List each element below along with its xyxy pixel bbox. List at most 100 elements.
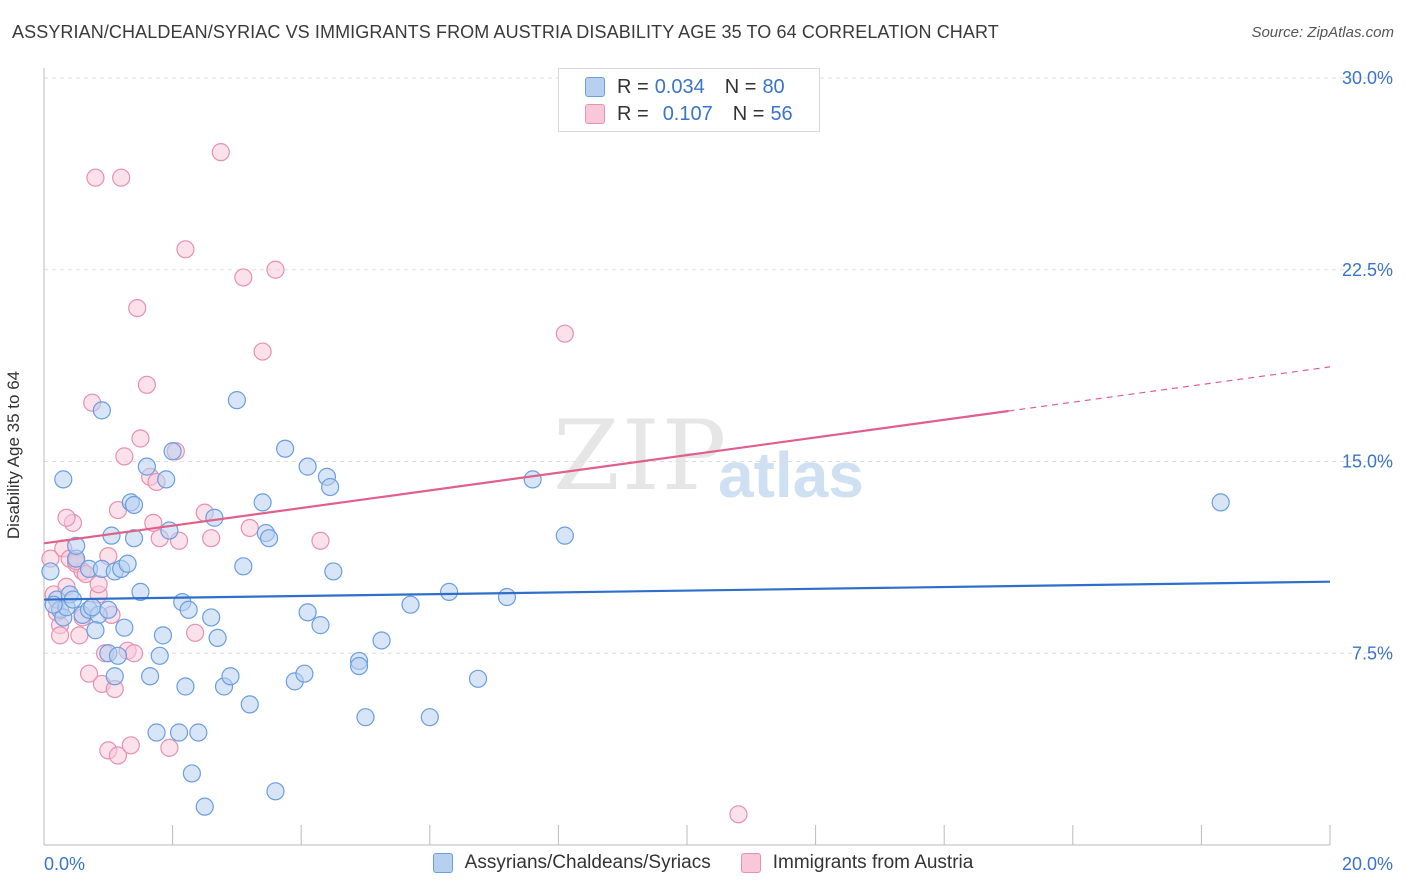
x-tick-label-0: 0.0% — [44, 854, 85, 874]
legend-n-value-2: 56 — [770, 102, 793, 125]
point-pink-23 — [115, 447, 134, 466]
bottom-legend-swatch-blue — [432, 853, 453, 873]
point-blue-36 — [176, 677, 195, 696]
point-blue-22 — [118, 554, 137, 573]
point-blue-78 — [83, 598, 102, 617]
point-blue-40 — [195, 797, 214, 816]
point-blue-43 — [208, 628, 227, 648]
point-blue-30 — [153, 626, 173, 645]
point-blue-48 — [240, 695, 259, 714]
point-blue-28 — [147, 723, 166, 742]
x-tick-label-1: 20.0% — [1342, 854, 1393, 874]
point-pink-21 — [108, 746, 128, 765]
point-pink-47 — [555, 324, 574, 343]
point-pink-42 — [234, 268, 253, 287]
point-pink-22 — [112, 168, 131, 187]
point-blue-68 — [439, 582, 459, 601]
point-pink-46 — [311, 531, 330, 550]
point-pink-50 — [57, 508, 76, 527]
legend-swatch-pink — [585, 104, 605, 124]
legend-r-label-2: R = — [617, 102, 649, 125]
point-pink-25 — [121, 736, 140, 755]
point-blue-67 — [420, 708, 439, 727]
trend-line-pink — [43, 409, 1009, 545]
chart-title: ASSYRIAN/CHALDEAN/SYRIAC VS IMMIGRANTS F… — [12, 22, 999, 42]
point-blue-37 — [179, 600, 198, 619]
point-pink-44 — [253, 342, 272, 361]
point-blue-0 — [41, 562, 60, 581]
legend-box: R = 0.034 N = 80 R = 0.107 N = 56 — [558, 68, 820, 132]
legend-row-series2: R = 0.107 N = 56 — [585, 102, 793, 126]
bottom-legend-label-1: Assyrians/Chaldeans/Syriacs — [464, 852, 711, 873]
point-blue-49 — [253, 493, 272, 512]
point-pink-38 — [186, 623, 205, 642]
point-blue-55 — [295, 664, 314, 683]
legend-r-value-2: 0.107 — [662, 102, 713, 125]
point-blue-79 — [99, 600, 118, 619]
bottom-legend-label-2: Immigrants from Austria — [772, 852, 974, 873]
point-blue-24 — [124, 529, 144, 548]
point-blue-26 — [137, 457, 156, 476]
point-blue-25 — [131, 582, 150, 601]
point-blue-46 — [227, 391, 246, 410]
point-blue-33 — [163, 442, 182, 461]
point-pink-48 — [729, 805, 748, 824]
point-pink-54 — [89, 575, 108, 594]
point-pink-40 — [202, 529, 221, 548]
point-blue-58 — [311, 616, 330, 635]
legend-n-label-1: N = — [724, 75, 757, 98]
point-pink-26 — [124, 644, 144, 663]
point-blue-45 — [221, 667, 240, 686]
point-pink-43 — [240, 518, 259, 538]
point-blue-57 — [298, 457, 317, 476]
legend-row-series1: R = 0.034 N = 80 — [585, 75, 785, 99]
point-blue-52 — [266, 782, 285, 801]
y-tick-label-2: 22.5% — [1342, 260, 1393, 280]
point-pink-14 — [86, 168, 105, 187]
point-blue-63 — [349, 656, 369, 676]
point-blue-65 — [372, 631, 391, 650]
legend-r-label-1: R = — [617, 75, 649, 98]
point-blue-17 — [105, 667, 124, 686]
point-blue-71 — [523, 470, 542, 489]
point-pink-37 — [176, 240, 195, 259]
y-tick-label-3: 30.0% — [1342, 68, 1393, 88]
point-blue-31 — [157, 470, 176, 489]
point-pink-55 — [50, 626, 70, 645]
point-blue-38 — [182, 764, 201, 783]
point-blue-70 — [497, 587, 517, 607]
point-pink-45 — [266, 260, 285, 279]
point-blue-51 — [259, 529, 279, 548]
point-blue-19 — [108, 646, 128, 665]
point-blue-69 — [468, 669, 488, 688]
point-blue-11 — [67, 536, 86, 555]
point-blue-53 — [276, 439, 295, 458]
bottom-legend-series1: Assyrians/Chaldeans/Syriacs — [432, 852, 711, 874]
point-pink-27 — [128, 299, 147, 318]
point-blue-64 — [356, 708, 375, 727]
point-blue-27 — [140, 667, 160, 686]
point-pink-9 — [70, 626, 89, 645]
point-blue-72 — [555, 526, 574, 545]
point-blue-47 — [234, 557, 253, 576]
legend-r-value-1: 0.034 — [654, 75, 705, 98]
watermark-atlas: atlas — [718, 439, 864, 511]
y-axis-label: Disability Age 35 to 64 — [4, 370, 23, 540]
legend-n-value-1: 80 — [762, 75, 785, 98]
point-blue-73 — [1211, 493, 1230, 512]
point-blue-56 — [298, 603, 317, 622]
y-tick-label-1: 15.0% — [1342, 452, 1393, 472]
point-blue-66 — [401, 595, 420, 614]
trend-line-pink-dashed — [1008, 366, 1331, 412]
bottom-legend: Assyrians/Chaldeans/Syriacs Immigrants f… — [0, 852, 1406, 874]
point-blue-21 — [115, 618, 134, 637]
point-blue-34 — [169, 723, 189, 742]
point-blue-10 — [54, 470, 73, 489]
point-blue-39 — [189, 723, 208, 742]
point-blue-42 — [205, 508, 224, 527]
point-blue-13 — [86, 621, 105, 640]
y-tick-label-0: 7.5% — [1352, 643, 1393, 663]
point-pink-34 — [160, 738, 179, 757]
legend-swatch-blue — [585, 77, 605, 97]
